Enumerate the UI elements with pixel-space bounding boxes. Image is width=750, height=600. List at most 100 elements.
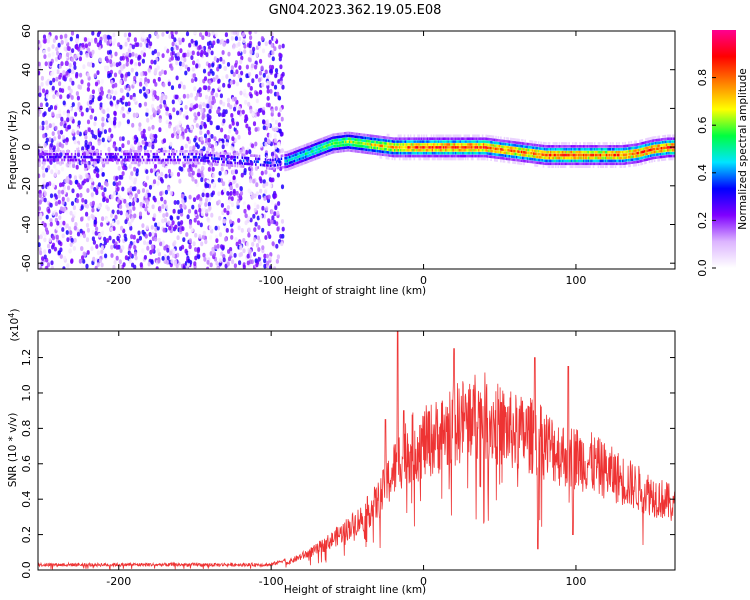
spectrogram-cell xyxy=(201,234,206,240)
spectrogram-cell xyxy=(266,167,268,170)
spectrogram-cell xyxy=(175,75,179,81)
spectrogram-cell xyxy=(291,166,294,169)
spectrogram-cell xyxy=(133,213,137,219)
spectrogram-cell xyxy=(285,154,288,157)
spectrogram-cell xyxy=(408,157,411,161)
spectrogram-cell xyxy=(95,150,97,153)
spectrogram-cell xyxy=(507,149,509,152)
spectrogram-cell xyxy=(217,199,221,205)
spectrogram-cell xyxy=(200,120,204,126)
spectrogram-cell xyxy=(227,51,231,57)
spectrogram-cell xyxy=(188,238,192,244)
spectrogram-cell xyxy=(59,94,63,100)
spectrogram-cell xyxy=(183,195,187,201)
spectrogram-cell xyxy=(230,35,234,41)
spectrogram-cell xyxy=(57,134,61,140)
spectrogram-cell xyxy=(298,163,301,167)
spectrogram-cell xyxy=(51,244,55,250)
spectrogram-cell xyxy=(241,156,244,159)
spectrogram-cell xyxy=(231,136,235,142)
spectrogram-cell xyxy=(255,182,259,188)
spectrogram-cell xyxy=(77,84,81,90)
spectrogram-cell xyxy=(257,117,261,123)
spectrogram-cell xyxy=(126,87,130,93)
spectrogram-cell xyxy=(114,51,118,57)
spectrogram-cell xyxy=(406,137,408,140)
spectrogram-cell xyxy=(44,150,46,153)
spectrogram-cell xyxy=(456,134,458,138)
spectrogram-cell xyxy=(481,137,484,140)
spectrogram-cell xyxy=(257,157,259,161)
spectrogram-cell xyxy=(61,150,65,155)
spectrogram-cell xyxy=(356,141,358,144)
spectrogram-cell xyxy=(56,147,60,153)
spectrogram-cell xyxy=(503,145,506,149)
spectrogram-cell xyxy=(60,143,65,149)
spectrogram-cell xyxy=(132,206,136,211)
spectrogram-cell xyxy=(550,156,552,160)
spectrogram-cell xyxy=(529,151,531,155)
spectrogram-cell xyxy=(530,143,533,146)
spectrogram-cell xyxy=(461,143,463,146)
spectrogram-cell xyxy=(573,148,575,151)
spectrogram-cell xyxy=(70,31,75,36)
spectrogram-cell xyxy=(205,209,209,214)
spectrogram-cell xyxy=(173,240,177,246)
spectrogram-cell xyxy=(379,138,381,142)
spectrogram-cell xyxy=(397,137,400,140)
spectrogram-cell xyxy=(186,100,191,105)
spectrogram-cell xyxy=(290,158,292,161)
spectrogram-cell xyxy=(79,184,83,190)
spectrogram-cell xyxy=(442,151,445,155)
spectrogram-cell xyxy=(347,143,350,146)
spectrogram-cell xyxy=(70,155,73,159)
spectrogram-cell xyxy=(398,154,401,158)
spectrogram-cell xyxy=(97,140,101,146)
spectrogram-cell xyxy=(385,148,388,151)
spectrogram-cell xyxy=(405,157,407,161)
spectrogram-cell xyxy=(495,153,497,156)
spectrogram-cell xyxy=(203,162,206,165)
spectrogram-cell xyxy=(195,142,199,148)
spectrogram-cell xyxy=(91,236,95,242)
spectrogram-cell xyxy=(90,213,94,219)
spectrogram-cell xyxy=(514,147,517,150)
spectrogram-cell xyxy=(417,154,419,158)
spectrogram-cell xyxy=(38,189,42,195)
spectrogram-cell xyxy=(150,225,154,230)
spectrogram-cell xyxy=(369,146,372,149)
spectrogram-cell xyxy=(51,111,55,117)
spectrogram-cell xyxy=(107,95,111,100)
spectrogram-cell xyxy=(120,73,124,79)
spectrogram-cell xyxy=(514,155,517,159)
spectrogram-cell xyxy=(445,157,447,161)
spectrogram-cell xyxy=(142,52,146,58)
spectrogram-cell xyxy=(440,149,442,152)
spectrogram-cell xyxy=(569,148,572,151)
spectrogram-cell xyxy=(372,143,374,146)
spectrogram-cell xyxy=(265,253,269,259)
spectrogram-cell xyxy=(112,264,116,269)
spectrogram-cell xyxy=(58,54,63,59)
spectrogram-cell xyxy=(467,143,469,146)
spectrogram-cell xyxy=(542,144,545,148)
spectrogram-cell xyxy=(259,89,263,95)
spectrogram-cell xyxy=(506,157,508,161)
spectrogram-cell xyxy=(170,215,174,221)
spectrogram-cell xyxy=(356,150,358,153)
spectrogram-cell xyxy=(336,138,339,142)
spectrogram-cell xyxy=(174,158,177,162)
spectrogram-cell xyxy=(232,79,236,85)
spectrogram-cell xyxy=(409,146,412,149)
spectrogram-cell xyxy=(308,142,311,146)
spectrogram-cell xyxy=(165,127,169,133)
spectrogram-cell xyxy=(287,167,290,171)
spectrogram-cell xyxy=(186,136,190,142)
spectrogram-cell xyxy=(191,66,195,72)
spectrogram-cell xyxy=(291,160,294,164)
spectrogram-cell xyxy=(533,161,535,164)
spectrogram-cell xyxy=(473,143,475,146)
spectrogram-cell xyxy=(223,218,227,224)
spectrogram-cell xyxy=(177,155,179,159)
spectrogram-cell xyxy=(444,137,446,140)
